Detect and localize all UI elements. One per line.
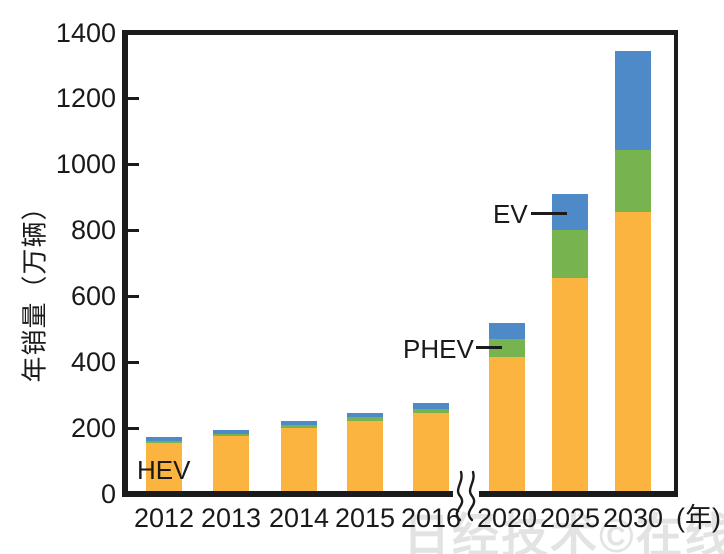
bar-segment-2015-phev xyxy=(347,417,383,422)
bar-segment-2013-phev xyxy=(213,433,249,437)
bar-segment-2013-ev xyxy=(213,430,249,434)
annotation-phev-leader-line xyxy=(476,346,502,349)
bar-segment-2016-hev xyxy=(413,413,449,494)
bar-segment-2014-ev xyxy=(281,420,317,425)
bar-segment-2030-phev xyxy=(615,149,651,213)
y-tick-label-200: 200 xyxy=(70,413,116,444)
bar-segment-2016-phev xyxy=(413,408,449,414)
y-tick-mark-1200 xyxy=(128,96,139,100)
plot-frame xyxy=(122,30,678,497)
x-tick-label-2015: 2015 xyxy=(334,503,396,533)
x-tick-label-2012: 2012 xyxy=(133,503,195,533)
y-axis-title: 年销量（万辆） xyxy=(19,193,50,383)
bar-segment-2013-hev xyxy=(213,436,249,494)
annotation-ev-leader-line xyxy=(531,212,567,215)
y-tick-mark-1000 xyxy=(128,162,139,166)
bar-segment-2025-hev xyxy=(552,278,588,494)
y-tick-label-1000: 1000 xyxy=(55,149,116,180)
y-tick-label-400: 400 xyxy=(70,347,116,378)
bar-segment-2020-ev xyxy=(489,322,525,340)
bar-segment-2020-hev xyxy=(489,357,525,494)
bar-segment-2015-hev xyxy=(347,421,383,494)
bar-segment-2025-phev xyxy=(552,230,588,279)
y-tick-label-800: 800 xyxy=(70,215,116,246)
bar-segment-2014-phev xyxy=(281,424,317,429)
y-tick-mark-400 xyxy=(128,360,139,364)
x-tick-label-2016: 2016 xyxy=(400,503,462,533)
x-tick-label-2014: 2014 xyxy=(268,503,330,533)
y-tick-mark-800 xyxy=(128,228,139,232)
bar-segment-2012-ev xyxy=(146,437,182,441)
bar-segment-2015-ev xyxy=(347,412,383,418)
y-tick-label-0: 0 xyxy=(100,479,116,509)
x-tick-label-2020: 2020 xyxy=(476,503,538,533)
bar-segment-2014-hev xyxy=(281,428,317,494)
bar-segment-2016-ev xyxy=(413,403,449,409)
x-tick-label-2030: 2030 xyxy=(602,503,664,533)
bar-segment-2012-phev xyxy=(146,440,182,443)
annotation-ev-label: EV xyxy=(493,199,528,229)
y-tick-label-600: 600 xyxy=(70,281,116,312)
x-axis-unit-label: (年) xyxy=(676,503,721,533)
bar-segment-2020-phev xyxy=(489,339,525,358)
x-tick-label-2013: 2013 xyxy=(200,503,262,533)
bar-segment-2030-ev xyxy=(615,50,651,150)
bar-segment-2030-hev xyxy=(615,212,651,494)
y-tick-label-1400: 1400 xyxy=(55,17,116,48)
y-tick-mark-200 xyxy=(128,426,139,430)
annotation-phev-label: PHEV xyxy=(403,334,474,364)
bar-segment-2012-hev xyxy=(146,442,182,494)
y-tick-label-1200: 1200 xyxy=(55,83,116,114)
axis-break-icon xyxy=(453,470,479,522)
y-tick-mark-600 xyxy=(128,294,139,298)
x-tick-label-2025: 2025 xyxy=(539,503,601,533)
annotation-hev-label: HEV xyxy=(137,455,191,485)
